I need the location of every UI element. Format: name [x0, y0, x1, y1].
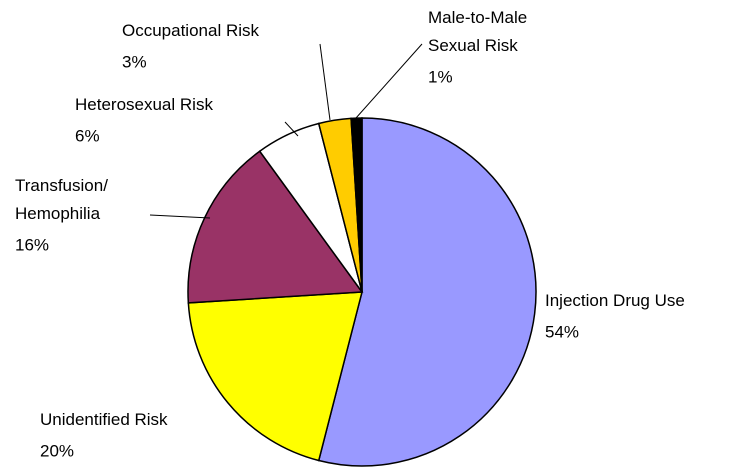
label-line: Sexual Risk: [428, 36, 518, 55]
leader-line: [284, 121, 299, 137]
slice-label: Injection Drug Use: [545, 291, 685, 310]
value-label: 1%: [428, 67, 453, 86]
label-line: Occupational Risk: [122, 21, 260, 40]
value-label: 6%: [75, 126, 100, 145]
label-line: Unidentified Risk: [40, 410, 168, 429]
slice-label: Unidentified Risk: [40, 410, 168, 429]
slice-label: Heterosexual Risk: [75, 95, 213, 114]
leader-line: [149, 214, 211, 219]
label-line: Heterosexual Risk: [75, 95, 213, 114]
label-line: Transfusion/: [15, 176, 108, 195]
label-line: Injection Drug Use: [545, 291, 685, 310]
value-label: 20%: [40, 441, 74, 460]
slice-label: Male-to-Male Sexual Risk: [428, 8, 527, 55]
value-label: 16%: [15, 235, 49, 254]
leader-line: [319, 43, 331, 121]
slice-label: Transfusion/Hemophilia: [15, 176, 108, 223]
slice-label: Occupational Risk: [122, 21, 260, 40]
label-line: Hemophilia: [15, 204, 101, 223]
pie-slice: [317, 117, 537, 467]
value-label: 3%: [122, 52, 147, 71]
leader-line: [355, 43, 423, 119]
pie-slice: [187, 291, 363, 462]
value-label: 54%: [545, 322, 579, 341]
label-line: Male-to-Male: [428, 8, 527, 27]
